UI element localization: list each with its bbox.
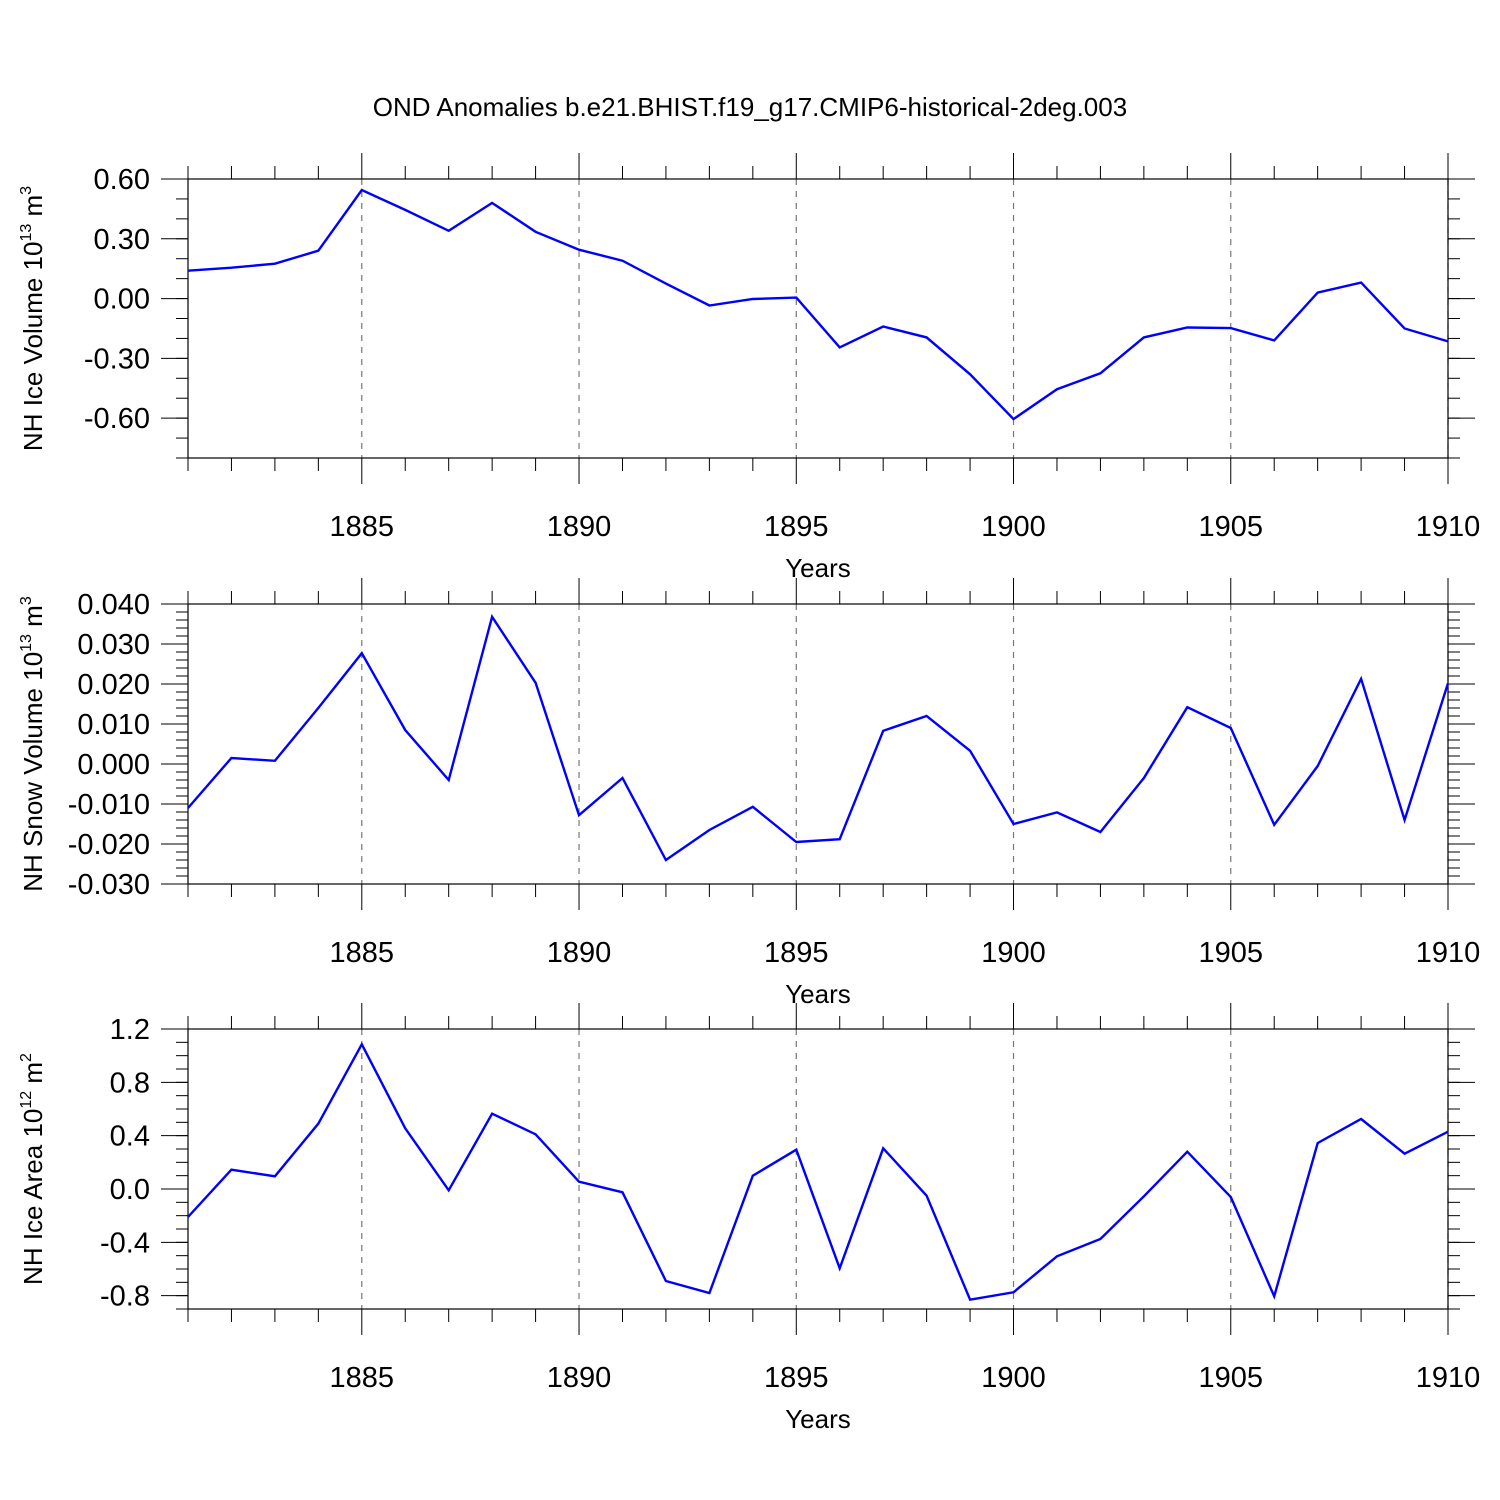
panel-2: 0.040 0.030 0.020 0.010 0.000 -0.010 -0.020 -0.… <box>18 578 1480 1009</box>
x-tick-label: 1885 <box>330 511 395 543</box>
x-tick-label: 1890 <box>547 937 612 969</box>
y-axis-title: NH Ice Volume 1013 m3 <box>18 186 48 451</box>
y-tick-label: -0.020 <box>68 829 150 861</box>
x-tick-label: 1900 <box>981 511 1046 543</box>
x-tick-label: 1905 <box>1199 511 1264 543</box>
x-tick-label: 1895 <box>764 937 829 969</box>
y-tick-label: 0.000 <box>77 749 150 781</box>
x-tick-label: 1900 <box>981 1362 1046 1394</box>
y-tick-label: -0.30 <box>84 343 150 375</box>
series-line <box>187 613 1450 862</box>
y-tick-label: -0.4 <box>100 1227 150 1259</box>
plot-frame <box>187 1028 1449 1310</box>
y-tick-label: -0.8 <box>100 1281 150 1313</box>
panel-1: 0.60 0.30 0.00 -0.30 -0.60 1885 1890 1895 1900 19… <box>18 153 1480 583</box>
plot-frame <box>187 603 1449 885</box>
x-tick-label: 1910 <box>1416 511 1481 543</box>
x-tick-label: 1895 <box>764 1362 829 1394</box>
x-tick-label: 1890 <box>547 1362 612 1394</box>
x-axis-title: Years <box>785 553 851 583</box>
y-tick-label: 0.60 <box>94 164 150 196</box>
y-tick-label: 0.020 <box>77 669 150 701</box>
x-axis-title: Years <box>785 979 851 1009</box>
panel-3: 1.2 0.8 0.4 0.0 -0.4 -0.8 1885 1890 1895 1900 1905… <box>18 1003 1480 1434</box>
x-tick-label: 1885 <box>330 1362 395 1394</box>
x-tick-label: 1890 <box>547 511 612 543</box>
y-tick-label: -0.010 <box>68 789 150 821</box>
x-tick-label: 1885 <box>330 937 395 969</box>
chart-title: OND Anomalies b.e21.BHIST.f19_g17.CMIP6-… <box>373 92 1127 122</box>
series-line <box>187 1041 1449 1302</box>
y-tick-label: 0.8 <box>110 1067 150 1099</box>
x-axis-title: Years <box>785 1404 851 1434</box>
x-tick-label: 1895 <box>764 511 829 543</box>
y-tick-label: 0.010 <box>77 709 150 741</box>
x-tick-label: 1910 <box>1416 937 1481 969</box>
x-tick-label: 1905 <box>1199 937 1264 969</box>
y-tick-label: 0.0 <box>110 1174 150 1206</box>
y-tick-label: 0.00 <box>94 284 150 316</box>
y-tick-label: 0.30 <box>94 224 150 256</box>
x-tick-label: 1910 <box>1416 1362 1481 1394</box>
y-tick-label: 0.4 <box>110 1121 150 1153</box>
y-tick-label: 0.040 <box>77 589 150 621</box>
y-tick-label: -0.60 <box>84 403 150 435</box>
y-tick-label: -0.030 <box>68 869 150 901</box>
y-axis-title: NH Ice Area 1012 m2 <box>18 1053 48 1285</box>
series-line <box>187 188 1449 421</box>
y-tick-label: 1.2 <box>110 1014 150 1046</box>
x-tick-label: 1905 <box>1199 1362 1264 1394</box>
y-tick-label: 0.030 <box>77 629 150 661</box>
y-axis-title: NH Snow Volume 1013 m3 <box>18 596 48 892</box>
x-tick-label: 1900 <box>981 937 1046 969</box>
